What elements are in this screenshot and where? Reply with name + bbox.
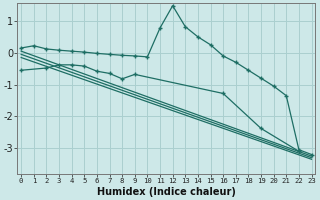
X-axis label: Humidex (Indice chaleur): Humidex (Indice chaleur): [97, 187, 236, 197]
